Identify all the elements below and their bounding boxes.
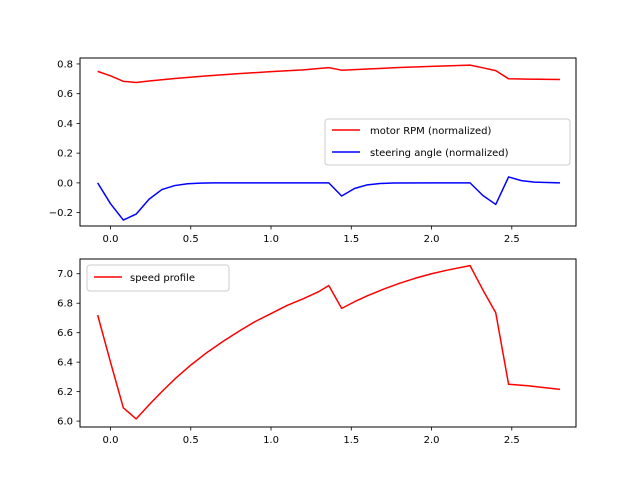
top-x-tick-label: 0.5 xyxy=(183,234,199,245)
top-y-tick-label: 0.0 xyxy=(57,178,73,189)
top-x-tick-label: 1.5 xyxy=(343,234,359,245)
bottom-series-line-1 xyxy=(96,264,561,420)
bottom-y-tick-label: 6.2 xyxy=(57,387,73,398)
top-y-tick-label: 0.4 xyxy=(57,119,73,130)
top-y-tick-label: 0.6 xyxy=(57,89,73,100)
legend-label-speed-profile: speed profile xyxy=(130,273,195,284)
bottom-x-tick-label: 1.5 xyxy=(343,435,359,446)
top-y-ticks: −0.2 0.0 0.2 0.4 0.6 0.8 xyxy=(49,59,80,219)
top-x-tick-label: 2.5 xyxy=(504,234,520,245)
top-legend: motor RPM (normalized) steering angle (n… xyxy=(324,118,571,166)
bottom-y-tick-label: 7.0 xyxy=(57,269,73,280)
top-y-tick-label: 0.2 xyxy=(57,149,73,160)
top-y-tick-label: −0.2 xyxy=(49,208,73,219)
top-series-line-2 xyxy=(97,176,560,221)
top-y-tick-label: 0.8 xyxy=(57,59,73,70)
bottom-x-ticks: 0.0 0.5 1.0 1.5 2.0 2.5 xyxy=(103,427,520,446)
top-series-line-1 xyxy=(97,64,560,84)
bottom-y-tick-label: 6.6 xyxy=(57,328,73,339)
bottom-y-tick-label: 6.8 xyxy=(57,299,73,310)
bottom-x-tick-label: 0.0 xyxy=(103,435,119,446)
bottom-axes: 0.0 0.5 1.0 1.5 2.0 2.5 6.0 6.2 6.4 6.6 6.8 7.0 sp… xyxy=(57,258,577,446)
bottom-y-tick-label: 6.0 xyxy=(57,417,73,428)
top-x-tick-label: 1.0 xyxy=(263,234,279,245)
top-x-tick-label: 2.0 xyxy=(424,234,440,245)
top-x-ticks: 0.0 0.5 1.0 1.5 2.0 2.5 xyxy=(103,226,520,245)
top-plot-lines xyxy=(97,64,560,221)
bottom-y-ticks: 6.0 6.2 6.4 6.6 6.8 7.0 xyxy=(57,269,80,428)
top-axes-frame xyxy=(79,57,577,227)
bottom-legend: speed profile xyxy=(86,264,230,292)
bottom-x-tick-label: 1.0 xyxy=(263,435,279,446)
bottom-axes-frame xyxy=(79,258,577,428)
legend-label-motor-rpm: motor RPM (normalized) xyxy=(370,126,491,137)
bottom-x-tick-label: 2.5 xyxy=(504,435,520,446)
top-axes: 0.0 0.5 1.0 1.5 2.0 2.5 −0.2 0.0 0.2 0.4 0.6 0.8 m… xyxy=(49,57,577,245)
top-x-tick-label: 0.0 xyxy=(103,234,119,245)
bottom-x-tick-label: 0.5 xyxy=(183,435,199,446)
legend-label-steering-angle: steering angle (normalized) xyxy=(370,148,509,159)
top-legend-box xyxy=(324,118,571,166)
bottom-plot-lines xyxy=(96,264,561,420)
bottom-y-tick-label: 6.4 xyxy=(57,358,73,369)
bottom-x-tick-label: 2.0 xyxy=(424,435,440,446)
bottom-legend-box xyxy=(86,264,230,292)
